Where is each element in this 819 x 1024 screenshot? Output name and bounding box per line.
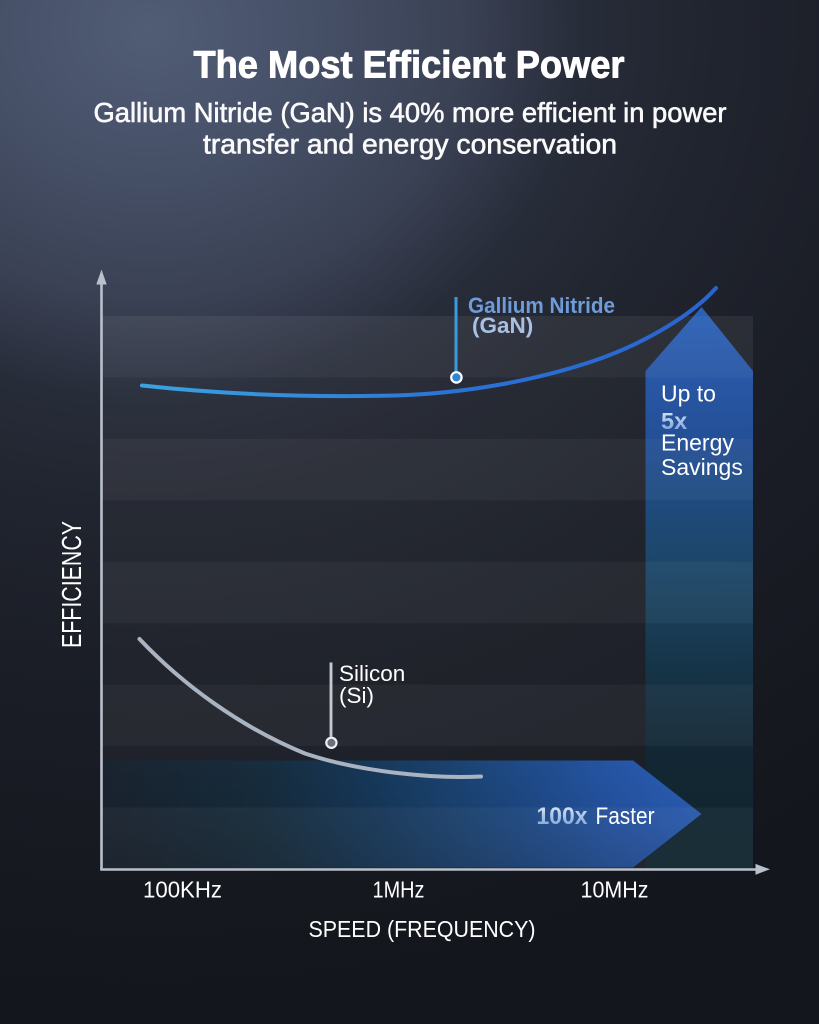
svg-text:The Most Efficient Power: The Most Efficient Power xyxy=(194,45,625,87)
svg-text:Faster: Faster xyxy=(596,803,655,830)
svg-text:Gallium Nitride (GaN) is 40% m: Gallium Nitride (GaN) is 40% more effici… xyxy=(94,97,727,128)
svg-text:Energy: Energy xyxy=(661,430,734,456)
svg-text:transfer and energy conservati: transfer and energy conservation xyxy=(203,129,617,160)
svg-text:(Si): (Si) xyxy=(339,683,374,708)
svg-text:(GaN): (GaN) xyxy=(472,313,533,338)
svg-text:SPEED (FREQUENCY): SPEED (FREQUENCY) xyxy=(309,916,536,942)
svg-text:10MHz: 10MHz xyxy=(581,877,649,903)
svg-text:EFFICIENCY: EFFICIENCY xyxy=(56,521,87,648)
svg-text:100KHz: 100KHz xyxy=(143,877,222,903)
svg-text:Gallium Nitride: Gallium Nitride xyxy=(468,293,615,318)
svg-text:Silicon: Silicon xyxy=(339,661,405,686)
svg-text:100x: 100x xyxy=(537,803,589,830)
svg-text:Savings: Savings xyxy=(661,454,743,480)
svg-text:Up to: Up to xyxy=(661,381,716,407)
svg-text:5x: 5x xyxy=(661,408,687,434)
svg-text:1MHz: 1MHz xyxy=(373,877,425,903)
